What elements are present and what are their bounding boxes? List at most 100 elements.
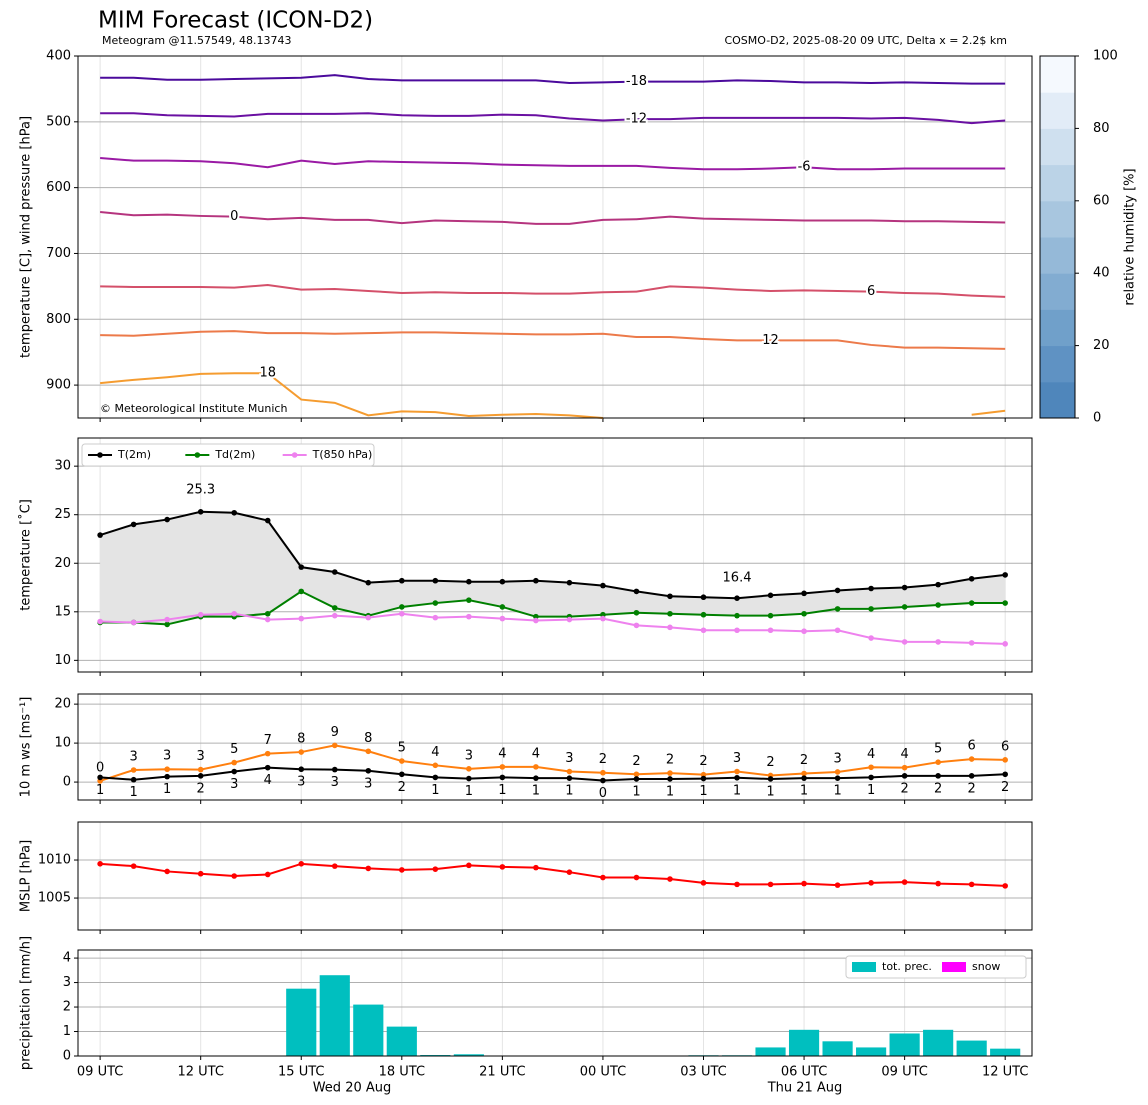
- data-label: 2: [766, 755, 774, 770]
- marker: [801, 880, 807, 887]
- data-label: 3: [465, 748, 473, 763]
- bar: [856, 1047, 887, 1056]
- x-tick-label: 09 UTC: [77, 1065, 123, 1080]
- marker: [901, 584, 908, 591]
- bar: [286, 988, 317, 1056]
- marker: [264, 517, 271, 524]
- marker: [331, 569, 338, 575]
- data-label: 3: [130, 749, 138, 764]
- marker: [499, 764, 506, 770]
- marker: [298, 766, 305, 773]
- bar: [788, 1029, 820, 1056]
- marker: [1002, 771, 1008, 778]
- legend-box: [81, 443, 375, 467]
- y-tick-label: 15: [54, 604, 71, 619]
- marker: [466, 613, 472, 620]
- data-label: 4: [431, 745, 439, 760]
- marker: [432, 762, 439, 769]
- marker: [1002, 641, 1008, 647]
- bar: [889, 1033, 920, 1056]
- marker: [130, 776, 137, 783]
- marker: [700, 594, 707, 601]
- data-label: 2: [197, 781, 205, 796]
- marker: [667, 770, 673, 776]
- data-label: 5: [398, 741, 406, 756]
- marker: [399, 771, 405, 778]
- marker: [801, 590, 807, 597]
- marker: [566, 616, 573, 623]
- run-info: COSMO-D2, 2025-08-20 09 UTC, Delta x = 2…: [724, 34, 1007, 47]
- marker: [264, 871, 271, 878]
- colorbar-tick-label: 80: [1093, 121, 1110, 136]
- data-label: 2: [699, 754, 707, 769]
- marker: [365, 579, 372, 586]
- marker: [667, 593, 673, 600]
- marker: [700, 880, 707, 886]
- marker: [466, 862, 472, 869]
- isotherm-label: -12: [626, 112, 647, 127]
- data-label: 2: [800, 753, 808, 768]
- isotherm: [100, 372, 1006, 419]
- colorbar-tick-label: 20: [1093, 338, 1110, 353]
- marker: [331, 605, 338, 611]
- x-tick-label: 12 UTC: [177, 1065, 223, 1080]
- marker: [667, 776, 673, 782]
- y-tick-label: 0: [63, 1049, 71, 1064]
- data-label: 1: [565, 784, 573, 799]
- colorbar-band: [1040, 164, 1075, 202]
- y-tick-label: 800: [46, 312, 71, 327]
- marker: [633, 588, 640, 595]
- data-label: 1: [431, 783, 439, 798]
- colorbar-band: [1040, 128, 1075, 166]
- colorbar-tick-label: 60: [1093, 193, 1110, 208]
- isotherm-label: -18: [626, 74, 647, 89]
- bar: [990, 1048, 1021, 1056]
- data-label: 3: [565, 751, 573, 766]
- marker: [331, 612, 338, 619]
- data-label: 2: [968, 781, 976, 796]
- data-label: 3: [364, 776, 372, 791]
- x-tick-label: 09 UTC: [881, 1065, 927, 1080]
- isotherm-label: 0: [230, 209, 238, 224]
- data-label: 1: [666, 784, 674, 799]
- marker: [801, 775, 807, 781]
- marker: [901, 604, 908, 610]
- y-axis-label: temperature [C], wind pressure [hPa]: [19, 116, 34, 358]
- marker: [499, 615, 506, 622]
- annotation: 16.4: [723, 571, 752, 586]
- data-label: 2: [599, 752, 607, 767]
- x-tick-label: 00 UTC: [580, 1065, 626, 1080]
- data-label: 6: [1001, 739, 1009, 754]
- marker: [734, 768, 740, 775]
- y-tick-label: 30: [54, 459, 71, 474]
- marker: [1002, 757, 1008, 763]
- marker: [533, 577, 539, 584]
- isotherm: [100, 157, 1006, 171]
- date-label: Thu 21 Aug: [767, 1081, 843, 1096]
- marker: [566, 579, 573, 586]
- legend-label: tot. prec.: [882, 960, 932, 973]
- data-label: 3: [230, 777, 238, 792]
- marker: [667, 610, 673, 617]
- y-tick-label: 900: [46, 378, 71, 393]
- marker: [968, 575, 975, 582]
- data-label: 1: [833, 784, 841, 799]
- data-label: 2: [934, 781, 942, 796]
- y-tick-label: 10: [54, 653, 71, 668]
- data-label: 0: [96, 760, 104, 775]
- data-label: 3: [733, 751, 741, 766]
- line: [99, 510, 1006, 600]
- marker: [130, 863, 137, 869]
- bar: [956, 1040, 987, 1056]
- data-label: 7: [264, 733, 272, 748]
- chart-title: MIM Forecast (ICON-D2): [98, 8, 373, 34]
- data-label: 1: [163, 782, 171, 797]
- marker: [566, 775, 573, 781]
- x-tick-label: 06 UTC: [781, 1065, 827, 1080]
- legend-box: [845, 955, 1027, 979]
- copyright: © Meteorological Institute Munich: [100, 402, 287, 415]
- marker: [432, 600, 439, 606]
- x-tick-label: 15 UTC: [278, 1065, 324, 1080]
- marker: [935, 639, 941, 645]
- y-tick-label: 2: [63, 1000, 71, 1015]
